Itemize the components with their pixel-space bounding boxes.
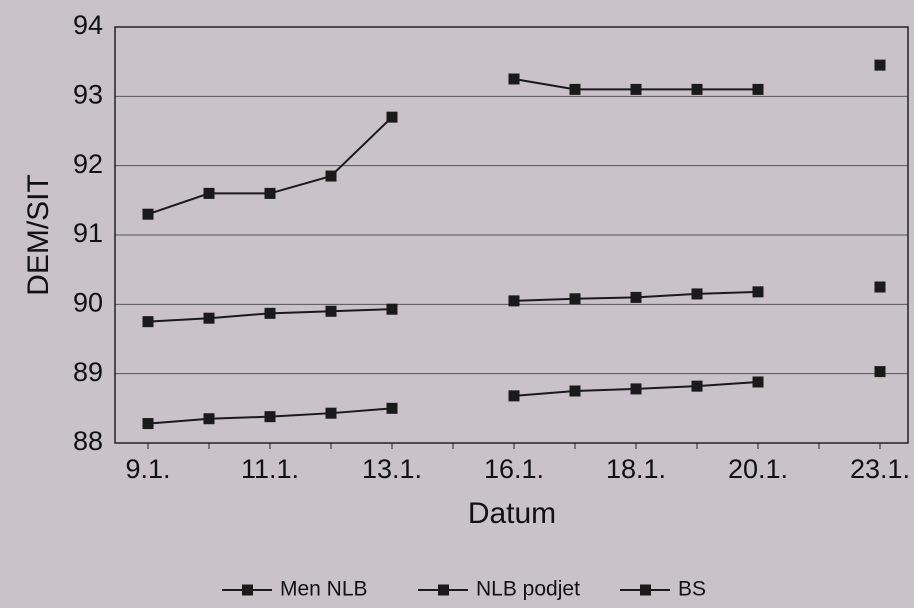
x-tick-label: 13.1. [362, 454, 422, 484]
data-point [874, 281, 886, 293]
x-tick-label: 16.1. [484, 454, 544, 484]
data-point [386, 111, 398, 123]
x-tick-label: 20.1. [728, 454, 788, 484]
data-point [325, 407, 337, 419]
data-point [691, 83, 703, 95]
x-tick-label: 23.1. [850, 454, 910, 484]
y-tick-label: 91 [73, 218, 103, 248]
data-point [630, 83, 642, 95]
data-point [630, 383, 642, 395]
data-point [691, 288, 703, 300]
data-point [630, 291, 642, 303]
data-point [325, 305, 337, 317]
data-point [569, 83, 581, 95]
data-point [203, 187, 215, 199]
data-point [142, 316, 154, 328]
data-point [508, 390, 520, 402]
plot-frame [114, 26, 909, 444]
data-point [874, 59, 886, 71]
x-tick-label: 11.1. [241, 454, 299, 484]
data-point [508, 295, 520, 307]
y-tick-label: 94 [73, 10, 103, 40]
data-point [142, 418, 154, 430]
x-tick-label: 9.1. [125, 454, 170, 484]
data-point [203, 312, 215, 324]
data-point [752, 83, 764, 95]
data-point [264, 187, 276, 199]
data-point [386, 402, 398, 414]
data-point [569, 385, 581, 397]
legend-marker [438, 584, 449, 596]
legend-label: NLB podjet [476, 578, 580, 601]
x-axis-title: Datum [468, 497, 556, 530]
data-point [325, 170, 337, 182]
legend-label: BS [678, 578, 706, 601]
y-tick-label: 90 [73, 287, 103, 317]
data-point [874, 366, 886, 378]
legend-marker [640, 584, 651, 596]
data-point [203, 413, 215, 425]
y-axis-title: DEM/SIT [22, 174, 55, 296]
data-point [264, 411, 276, 423]
data-point [569, 293, 581, 305]
y-tick-label: 92 [73, 149, 103, 179]
data-point [142, 208, 154, 220]
data-point [691, 380, 703, 392]
y-tick-label: 93 [73, 79, 103, 109]
data-point [752, 376, 764, 388]
data-point [752, 286, 764, 298]
data-point [386, 303, 398, 315]
data-point [264, 307, 276, 319]
y-tick-label: 88 [73, 426, 103, 456]
x-tick-label: 18.1. [606, 454, 666, 484]
legend-marker [242, 584, 253, 596]
legend-label: Men NLB [280, 578, 368, 601]
y-tick-label: 89 [73, 357, 103, 387]
data-point [508, 73, 520, 85]
